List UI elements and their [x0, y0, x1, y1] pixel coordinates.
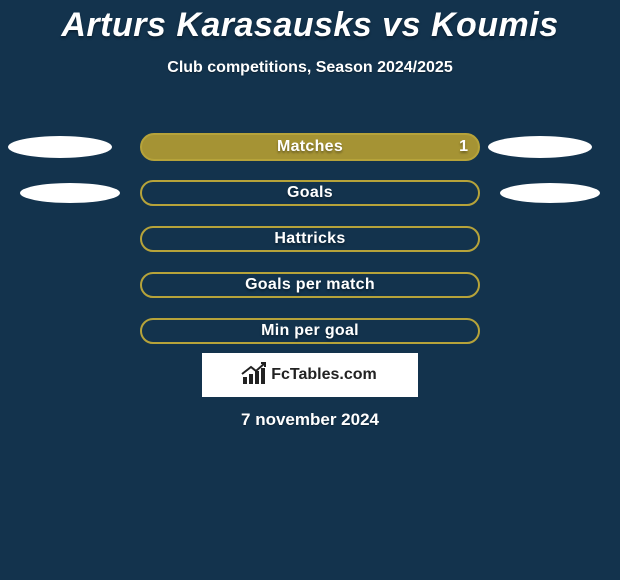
- stat-bar: Min per goal: [140, 318, 480, 344]
- stat-rows: Matches 1 Goals Hattricks Goals per match Min…: [0, 124, 620, 354]
- logo-chart-icon: [243, 366, 265, 384]
- stat-bar-label: Hattricks: [274, 230, 345, 248]
- stat-row: Hattricks: [0, 216, 620, 262]
- stat-bar-label: Goals per match: [245, 276, 375, 294]
- stat-bar-label: Goals: [287, 184, 333, 202]
- stat-bar: Goals per match: [140, 272, 480, 298]
- left-marker: [20, 183, 120, 203]
- stat-bar: Matches 1: [140, 133, 480, 161]
- stat-row: Min per goal: [0, 308, 620, 354]
- date-text: 7 november 2024: [0, 410, 620, 430]
- logo-text: FcTables.com: [271, 366, 377, 384]
- stat-row: Goals: [0, 170, 620, 216]
- stat-bar-label: Min per goal: [261, 322, 359, 340]
- stat-bar-label: Matches: [277, 138, 343, 156]
- stat-row: Goals per match: [0, 262, 620, 308]
- page-subtitle: Club competitions, Season 2024/2025: [0, 59, 620, 77]
- page-title: Arturs Karasausks vs Koumis: [0, 0, 620, 45]
- right-marker: [500, 183, 600, 203]
- right-marker: [488, 136, 592, 158]
- stat-bar-value-right: 1: [459, 138, 468, 156]
- stat-bar: Hattricks: [140, 226, 480, 252]
- stat-row: Matches 1: [0, 124, 620, 170]
- comparison-infographic: Arturs Karasausks vs Koumis Club competi…: [0, 0, 620, 580]
- stat-bar: Goals: [140, 180, 480, 206]
- logo-box: FcTables.com: [202, 353, 418, 397]
- left-marker: [8, 136, 112, 158]
